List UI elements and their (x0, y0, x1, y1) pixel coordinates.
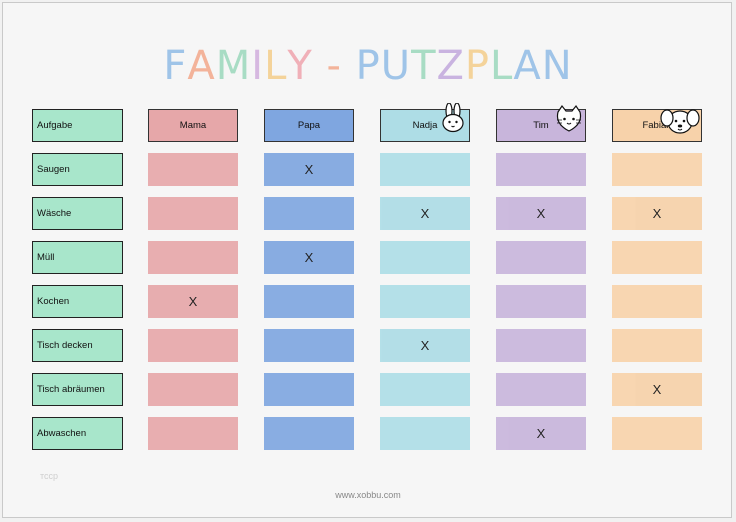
chore-cell[interactable] (612, 285, 702, 318)
chore-cell[interactable] (264, 329, 354, 362)
check-mark: X (652, 382, 662, 397)
chore-cell[interactable]: X (496, 417, 586, 450)
task-label: Tisch decken (32, 329, 123, 362)
chore-cell[interactable] (380, 285, 470, 318)
person-name: Nadja (412, 120, 438, 131)
person-name: Fabian (642, 120, 672, 131)
title-letter: N (541, 43, 573, 89)
task-label: Abwaschen (32, 417, 123, 450)
chore-cell[interactable] (496, 329, 586, 362)
title-letter: M (215, 43, 252, 89)
task-label: Wäsche (32, 197, 123, 230)
footer-url: www.xobbu.com (335, 490, 401, 500)
dog-icon (660, 106, 700, 136)
check-mark: X (420, 206, 430, 221)
title-letter: - (312, 43, 356, 89)
person-header-mama: Mama (148, 109, 238, 142)
check-mark: X (188, 294, 198, 309)
chore-cell[interactable]: X (148, 285, 238, 318)
title-letter: P (464, 43, 491, 89)
title-letter: L (264, 43, 288, 89)
check-mark: X (652, 206, 662, 221)
title-letter: A (187, 43, 216, 89)
page-title: FAMILY - PUTZPLAN (0, 38, 736, 94)
cat-icon (554, 104, 584, 134)
chore-cell[interactable]: X (496, 197, 586, 230)
task-label: Müll (32, 241, 123, 274)
title-letter: I (251, 43, 265, 89)
chore-cell[interactable] (380, 417, 470, 450)
title-letter: F (163, 43, 188, 89)
rabbit-icon (440, 102, 466, 133)
chore-cell[interactable] (380, 373, 470, 406)
chore-cell[interactable] (380, 241, 470, 274)
chore-cell[interactable]: X (264, 153, 354, 186)
chore-cell[interactable] (264, 285, 354, 318)
chore-cell[interactable] (496, 153, 586, 186)
title-letter: L (490, 43, 514, 89)
check-mark: X (304, 250, 314, 265)
task-label: Tisch abräumen (32, 373, 123, 406)
chore-cell[interactable] (264, 373, 354, 406)
chore-cell[interactable] (612, 329, 702, 362)
check-mark: X (420, 338, 430, 353)
check-mark: X (536, 206, 546, 221)
person-name: Mama (179, 120, 207, 131)
chore-cell[interactable] (496, 285, 586, 318)
title-letter: P (355, 43, 381, 89)
chore-cell[interactable] (148, 373, 238, 406)
chore-cell[interactable] (612, 153, 702, 186)
task-label: Kochen (32, 285, 123, 318)
chore-cell[interactable] (264, 197, 354, 230)
check-mark: X (536, 426, 546, 441)
chore-cell[interactable] (148, 329, 238, 362)
person-name: Tim (533, 120, 549, 131)
chore-cell[interactable] (148, 153, 238, 186)
chore-cell[interactable] (612, 417, 702, 450)
person-header-papa: Papa (264, 109, 354, 142)
chore-cell[interactable] (380, 153, 470, 186)
title-letter: U (380, 43, 412, 89)
chore-cell[interactable]: X (264, 241, 354, 274)
title-letter: T (411, 43, 437, 89)
title-letter: Y (287, 43, 313, 89)
chore-cell[interactable] (148, 241, 238, 274)
chore-cell[interactable] (264, 417, 354, 450)
footer-faint-text: тсср (40, 471, 59, 481)
chore-cell[interactable] (612, 241, 702, 274)
chore-cell[interactable]: X (380, 197, 470, 230)
chore-cell[interactable] (148, 417, 238, 450)
title-letter: Z (436, 43, 465, 89)
task-header: Aufgabe (32, 109, 123, 142)
chore-cell[interactable]: X (612, 197, 702, 230)
task-label: Saugen (32, 153, 123, 186)
title-letter: A (513, 43, 542, 89)
chore-cell[interactable] (496, 373, 586, 406)
chore-cell[interactable]: X (380, 329, 470, 362)
check-mark: X (304, 162, 314, 177)
chore-cell[interactable] (496, 241, 586, 274)
chore-cell[interactable]: X (612, 373, 702, 406)
person-name: Papa (297, 120, 321, 131)
chore-cell[interactable] (148, 197, 238, 230)
